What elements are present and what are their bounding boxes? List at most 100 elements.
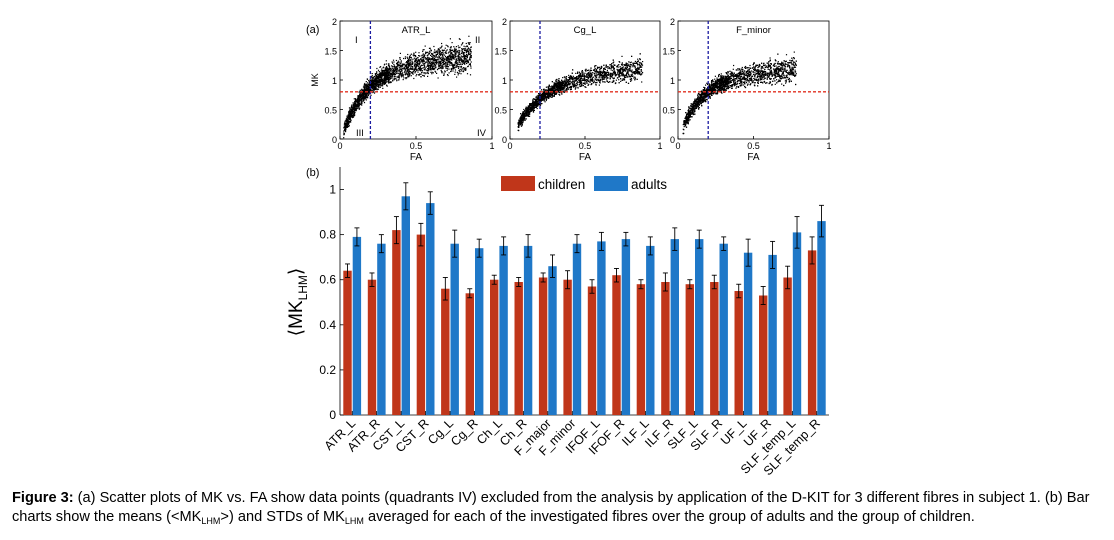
scatter-point (352, 113, 354, 115)
scatter-point (540, 94, 542, 96)
scatter-point (457, 58, 459, 60)
scatter-point (391, 61, 393, 63)
scatter-point (407, 53, 409, 56)
scatter-point (414, 70, 416, 72)
scatter-point (373, 92, 376, 94)
scatter-point (349, 107, 351, 109)
scatter-point (545, 97, 547, 99)
scatter-point (580, 85, 582, 87)
scatter-point (368, 86, 370, 88)
scatter-point (447, 58, 449, 60)
scatter-point (460, 57, 462, 59)
scatter-point (415, 75, 417, 77)
scatter-point (408, 60, 410, 62)
scatter-point (634, 67, 636, 69)
scatter-point (353, 110, 356, 112)
scatter-point (436, 53, 439, 55)
scatter-point (437, 48, 439, 50)
scatter-point (382, 74, 384, 76)
scatter-point (556, 84, 558, 86)
scatter-point (457, 63, 459, 65)
scatter-point (418, 52, 420, 54)
scatter-point (406, 64, 408, 66)
scatter-point (559, 81, 561, 83)
scatter-point (458, 47, 460, 49)
scatter-point (544, 96, 546, 98)
scatter-point (407, 76, 409, 78)
scatter-point (453, 67, 455, 69)
scatter-point (367, 91, 369, 93)
scatter-point (575, 87, 577, 89)
scatter-point (620, 78, 622, 80)
scatter-point (539, 104, 542, 106)
scatter-point (555, 92, 558, 94)
scatter-point (358, 95, 360, 97)
scatter-point (426, 59, 428, 61)
scatter-point (397, 75, 399, 77)
scatter-point (422, 56, 424, 58)
scatter-point (634, 77, 636, 79)
scatter-point (454, 53, 456, 55)
scatter-point (414, 65, 416, 67)
scatter-point (628, 70, 631, 72)
scatter-point (383, 82, 385, 84)
scatter-point (447, 45, 449, 47)
scatter-point (388, 79, 390, 81)
scatter-point (393, 66, 395, 68)
scatter-point (359, 104, 361, 106)
scatter-point (428, 53, 430, 55)
scatter-point (347, 116, 349, 118)
scatter-point (630, 64, 632, 66)
scatter-point (384, 71, 386, 73)
scatter-point (343, 123, 346, 125)
scatter-point (353, 111, 355, 113)
scatter-point (403, 57, 405, 60)
scatter-point (458, 38, 460, 40)
scatter-point (376, 85, 378, 87)
scatter-point (423, 64, 425, 66)
scatter-point (436, 69, 439, 71)
scatter-point (382, 66, 385, 68)
scatter-point (439, 51, 441, 53)
scatter-point (556, 89, 558, 91)
scatter-point (626, 66, 628, 68)
scatter-point (345, 124, 347, 126)
scatter-point (446, 52, 448, 54)
scatter-point (523, 113, 526, 115)
scatter-point (397, 61, 399, 64)
scatter-point (383, 81, 386, 83)
scatter-point (574, 80, 576, 82)
scatter-point (529, 103, 531, 105)
scatter-point (641, 73, 643, 75)
scatter-point (445, 61, 447, 63)
scatter-point (460, 58, 463, 60)
scatter-point (433, 58, 436, 60)
scatter-point (376, 71, 378, 73)
scatter-point (525, 113, 527, 115)
scatter-point (620, 68, 622, 70)
scatter-point (633, 77, 635, 79)
scatter-point (593, 69, 595, 71)
scatter-point (371, 80, 374, 82)
scatter-point (536, 95, 538, 97)
scatter-point (377, 76, 379, 78)
scatter-point (391, 68, 393, 70)
scatter-point (383, 75, 385, 77)
scatter-point (547, 96, 549, 98)
scatter-point (573, 82, 575, 84)
scatter-point (428, 70, 430, 72)
scatter-point (427, 72, 429, 74)
scatter-point (379, 78, 381, 80)
scatter-point (448, 61, 450, 63)
scatter-point (602, 78, 604, 80)
scatter-point (463, 68, 465, 70)
scatter-point (386, 67, 388, 69)
scatter-point (436, 61, 438, 63)
scatter-point (413, 77, 415, 80)
scatter-point (429, 61, 431, 63)
scatter-point (635, 62, 637, 64)
scatter-point (595, 65, 597, 67)
scatter-point (349, 108, 351, 110)
scatter-point (592, 82, 595, 84)
scatter-point (530, 103, 532, 105)
